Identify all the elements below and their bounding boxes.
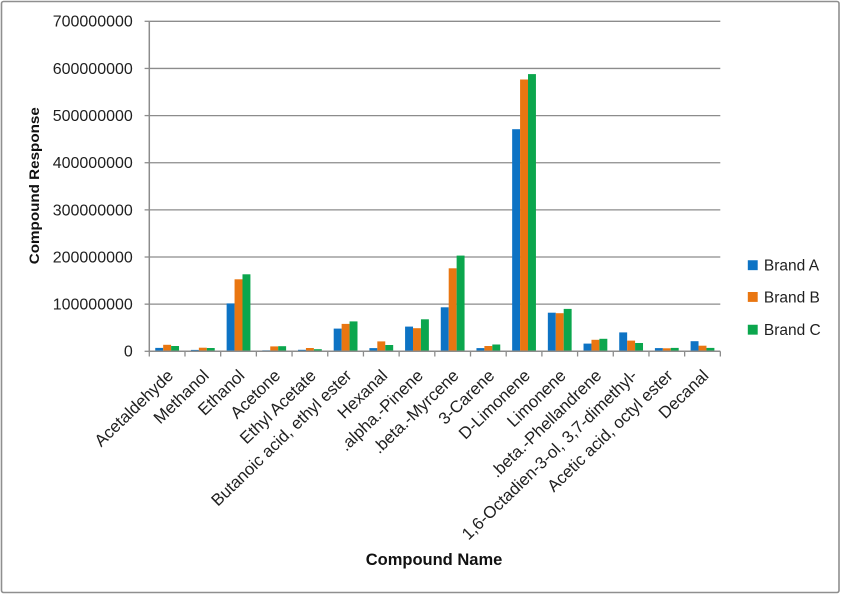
- svg-text:600000000: 600000000: [53, 61, 133, 78]
- svg-text:200000000: 200000000: [53, 249, 133, 266]
- svg-text:Brand A: Brand A: [764, 258, 820, 275]
- svg-text:300000000: 300000000: [53, 202, 133, 219]
- svg-text:500000000: 500000000: [53, 108, 133, 125]
- svg-text:100000000: 100000000: [53, 297, 133, 314]
- svg-text:Brand C: Brand C: [764, 322, 821, 339]
- svg-text:400000000: 400000000: [53, 155, 133, 172]
- svg-text:Compound Response: Compound Response: [26, 107, 42, 264]
- svg-text:Brand B: Brand B: [764, 289, 820, 306]
- svg-text:0: 0: [124, 344, 133, 361]
- svg-text:700000000: 700000000: [53, 14, 133, 31]
- svg-text:Compound Name: Compound Name: [366, 551, 503, 569]
